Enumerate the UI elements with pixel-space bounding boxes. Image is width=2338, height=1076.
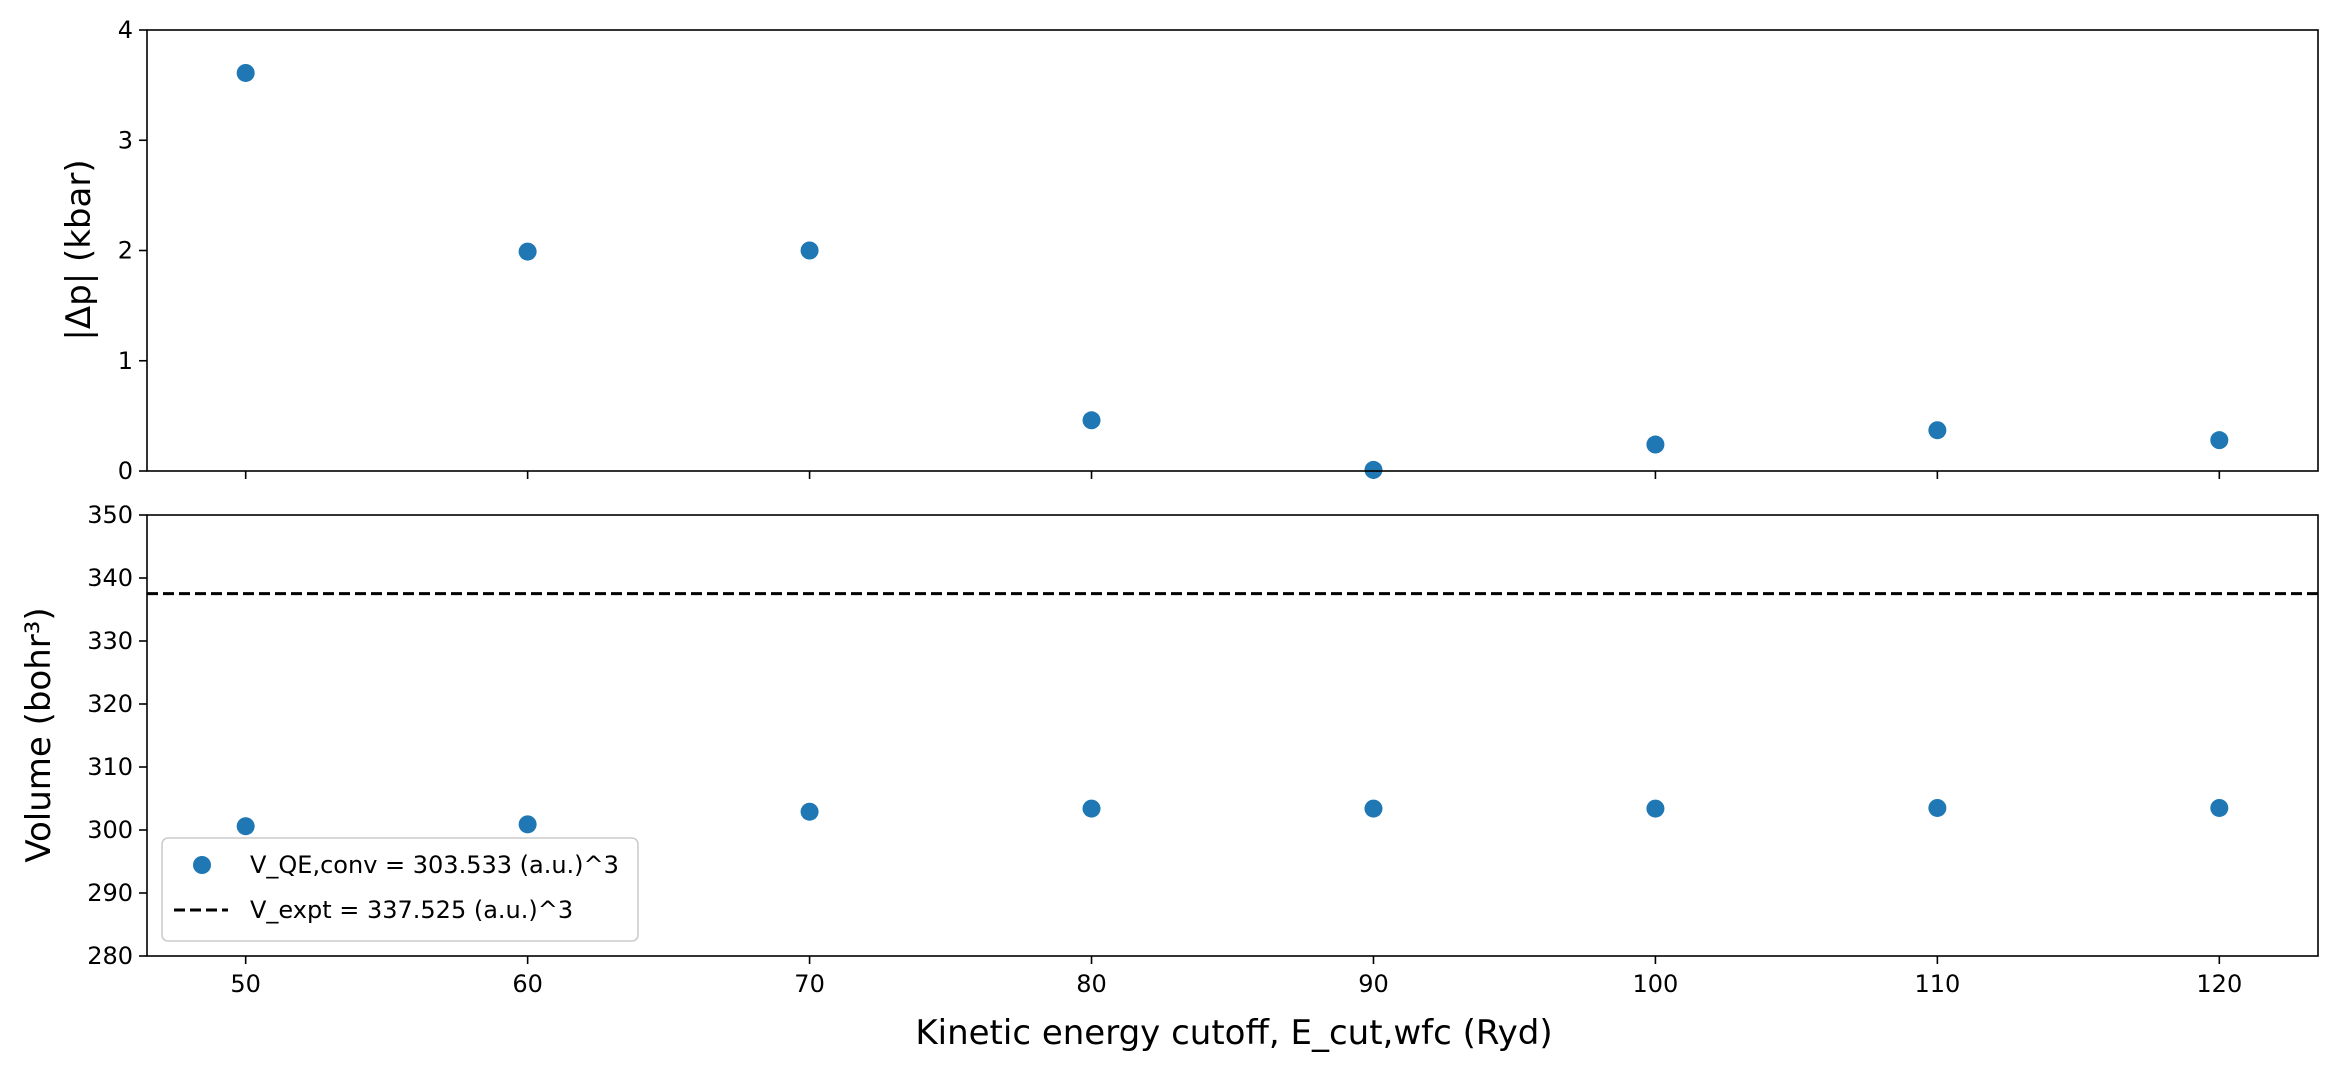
volume-data-point <box>2210 798 2229 817</box>
pressure-data-point <box>800 241 819 260</box>
pressure-y-tick-label: 4 <box>118 16 133 44</box>
pressure-ticks: 0 1 2 3 4 <box>118 16 2221 485</box>
x-tick-label: 70 <box>794 970 825 998</box>
x-tick-label: 50 <box>230 970 261 998</box>
volume-data-point <box>1928 798 1947 817</box>
volume-data-point <box>1364 799 1383 818</box>
x-tick-label: 100 <box>1633 970 1679 998</box>
pressure-y-tick-label: 2 <box>118 237 133 265</box>
volume-plot-frame <box>146 514 2319 957</box>
pressure-data-point <box>236 63 255 82</box>
x-axis-label: Kinetic energy cutoff, E_cut,wfc (Ryd) <box>915 1013 1552 1053</box>
x-tick-label: 80 <box>1076 970 1107 998</box>
pressure-points <box>236 63 2229 479</box>
pressure-data-point <box>2210 431 2229 450</box>
legend-label-expt: V_expt = 337.525 (a.u.)^3 <box>250 896 573 924</box>
volume-panel: 280 290 300 310 320 330 340 350 50 60 70 80 90 100 110… <box>19 501 2319 1053</box>
legend-box <box>161 837 639 942</box>
volume-y-tick-label: 330 <box>87 627 133 655</box>
x-tick-label: 90 <box>1358 970 1389 998</box>
volume-y-tick-label: 280 <box>87 942 133 970</box>
legend: V_QE,conv = 303.533 (a.u.)^3 V_expt = 33… <box>161 837 639 942</box>
pressure-panel: 0 1 2 3 4 |Δp| (kbar) <box>59 16 2319 485</box>
volume-y-tick-label: 310 <box>87 753 133 781</box>
pressure-data-point <box>1082 411 1101 430</box>
pressure-data-point <box>1928 421 1947 440</box>
volume-data-point <box>518 815 537 834</box>
pressure-data-point <box>1364 460 1383 479</box>
volume-y-tick-label: 350 <box>87 501 133 529</box>
volume-data-point <box>1646 799 1665 818</box>
pressure-data-point <box>1646 435 1665 454</box>
volume-data-point <box>1082 799 1101 818</box>
x-tick-label: 60 <box>512 970 543 998</box>
x-tick-label: 120 <box>2196 970 2242 998</box>
volume-points <box>236 798 2229 836</box>
volume-y-tick-label: 290 <box>87 879 133 907</box>
volume-data-point <box>800 802 819 821</box>
pressure-y-tick-label: 0 <box>118 457 133 485</box>
volume-y-tick-label: 300 <box>87 816 133 844</box>
pressure-data-point <box>518 242 537 261</box>
pressure-y-tick-label: 1 <box>118 347 133 375</box>
volume-data-point <box>236 817 255 836</box>
volume-ticks: 280 290 300 310 320 330 340 350 50 60 70 80 90 100 110… <box>87 501 2242 998</box>
volume-y-axis-label: Volume (bohr³) <box>19 607 59 862</box>
x-tick-label: 110 <box>1914 970 1960 998</box>
pressure-y-axis-label: |Δp| (kbar) <box>59 159 99 340</box>
pressure-y-tick-label: 3 <box>118 126 133 154</box>
legend-label-qe: V_QE,conv = 303.533 (a.u.)^3 <box>250 851 619 879</box>
volume-y-tick-label: 320 <box>87 690 133 718</box>
legend-marker-scatter <box>193 856 211 874</box>
volume-y-tick-label: 340 <box>87 564 133 592</box>
pressure-plot-frame <box>146 29 2319 472</box>
